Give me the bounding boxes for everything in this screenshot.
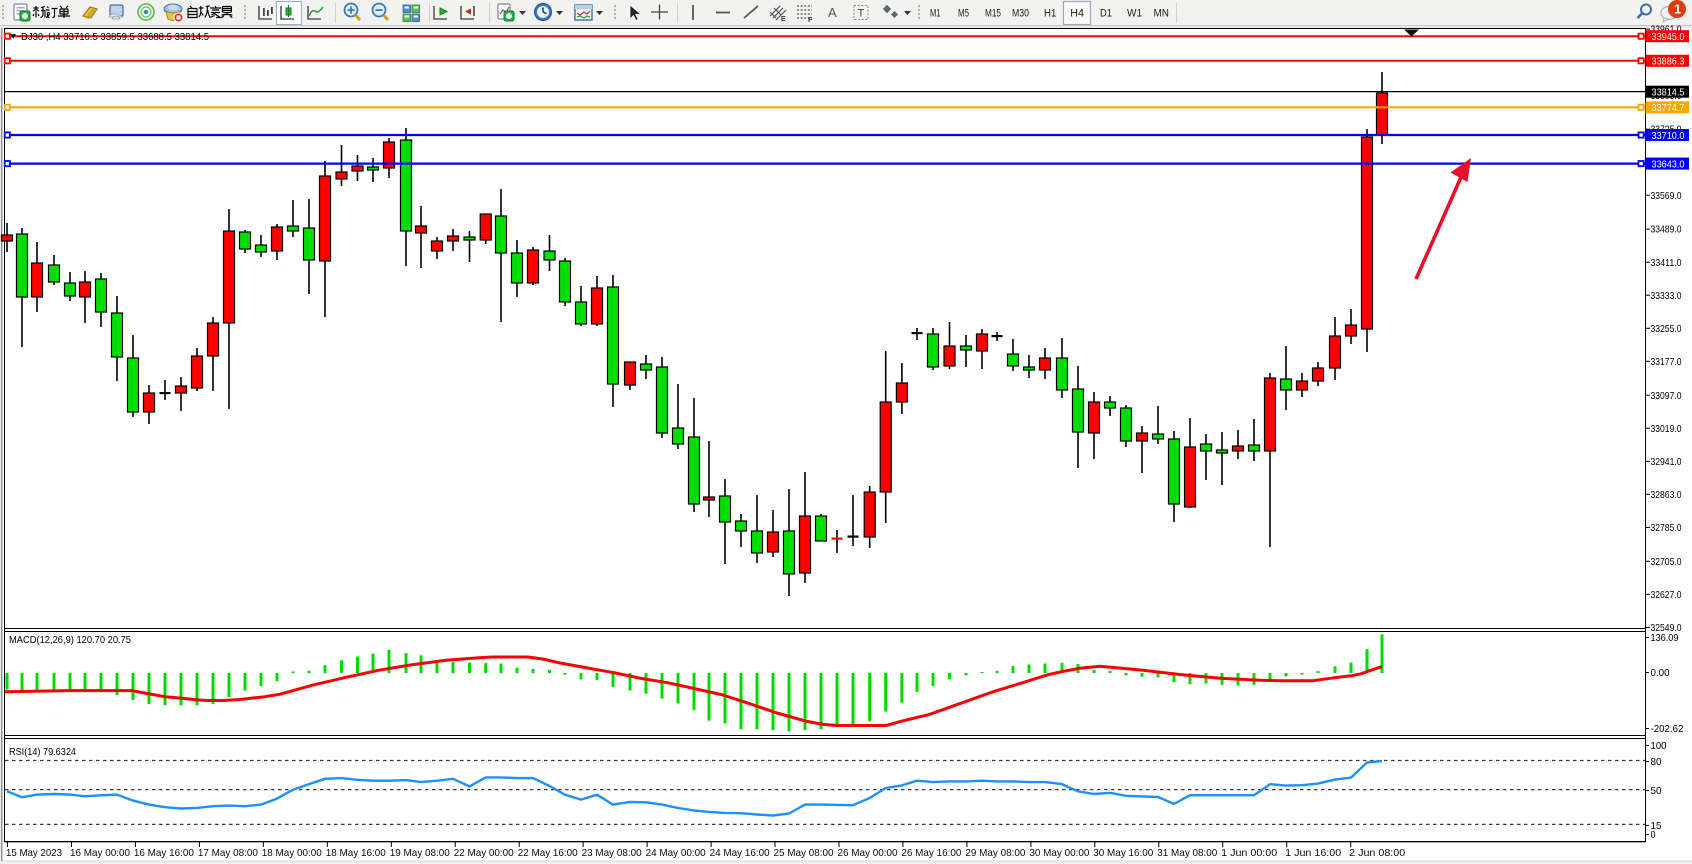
- svg-text:33886.3: 33886.3: [1652, 56, 1685, 68]
- svg-text:1 Jun 16:00: 1 Jun 16:00: [1285, 848, 1341, 859]
- svg-text:16 May 00:00: 16 May 00:00: [70, 848, 130, 859]
- svg-text:18 May 00:00: 18 May 00:00: [262, 848, 322, 859]
- svg-text:29 May 08:00: 29 May 08:00: [965, 848, 1025, 859]
- svg-text:32863.0: 32863.0: [1651, 489, 1682, 501]
- svg-text:32705.0: 32705.0: [1651, 556, 1682, 568]
- svg-text:D1: D1: [1100, 8, 1112, 20]
- svg-text:26 May 16:00: 26 May 16:00: [901, 848, 961, 859]
- svg-text:33489.0: 33489.0: [1651, 224, 1682, 236]
- svg-text:M1: M1: [930, 8, 941, 20]
- svg-text:DJ30 ,H4 33716.5 33859.5 33688: DJ30 ,H4 33716.5 33859.5 33688.5 33814.5: [21, 31, 209, 43]
- svg-text:RSI(14) 79.6324: RSI(14) 79.6324: [9, 746, 76, 758]
- svg-text:23 May 08:00: 23 May 08:00: [582, 848, 642, 859]
- svg-text:30 May 16:00: 30 May 16:00: [1093, 848, 1153, 859]
- svg-text:15 May 2023: 15 May 2023: [6, 848, 62, 859]
- svg-text:M15: M15: [985, 8, 1001, 20]
- svg-text:M5: M5: [958, 8, 969, 20]
- svg-text:33019.0: 33019.0: [1651, 423, 1682, 435]
- svg-text:50: 50: [1651, 785, 1662, 797]
- svg-text:33569.0: 33569.0: [1651, 190, 1682, 202]
- svg-text:-202.62: -202.62: [1651, 723, 1684, 735]
- svg-text:32941.0: 32941.0: [1651, 456, 1682, 468]
- svg-text:22 May 16:00: 22 May 16:00: [518, 848, 578, 859]
- svg-text:16 May 16:00: 16 May 16:00: [134, 848, 194, 859]
- svg-text:E: E: [781, 16, 786, 23]
- svg-text:MN: MN: [1154, 8, 1170, 20]
- svg-text:M30: M30: [1012, 8, 1029, 20]
- svg-text:1 Jun 00:00: 1 Jun 00:00: [1221, 848, 1277, 859]
- svg-text:136.09: 136.09: [1651, 632, 1679, 644]
- svg-text:33097.0: 33097.0: [1651, 390, 1682, 402]
- svg-text:26 May 00:00: 26 May 00:00: [838, 848, 898, 859]
- svg-text:MACD(12,26,9) 120.70 20.75: MACD(12,26,9) 120.70 20.75: [9, 634, 131, 646]
- svg-text:80: 80: [1651, 756, 1662, 768]
- svg-text:H1: H1: [1044, 8, 1056, 20]
- svg-text:19 May 08:00: 19 May 08:00: [390, 848, 450, 859]
- svg-text:A: A: [828, 5, 837, 20]
- svg-text:22 May 00:00: 22 May 00:00: [454, 848, 514, 859]
- svg-text:2 Jun 08:00: 2 Jun 08:00: [1349, 848, 1405, 859]
- svg-text:1: 1: [1674, 2, 1681, 17]
- svg-text:H4: H4: [1070, 8, 1084, 20]
- svg-text:33255.0: 33255.0: [1651, 323, 1682, 335]
- svg-text:33411.0: 33411.0: [1651, 257, 1682, 269]
- svg-text:33710.0: 33710.0: [1652, 130, 1685, 142]
- svg-text:32627.0: 32627.0: [1651, 589, 1682, 601]
- svg-text:33177.0: 33177.0: [1651, 356, 1682, 368]
- svg-text:24 May 00:00: 24 May 00:00: [646, 848, 706, 859]
- svg-text:F: F: [808, 17, 813, 24]
- svg-text:33814.5: 33814.5: [1652, 87, 1685, 99]
- svg-text:0.00: 0.00: [1651, 667, 1670, 679]
- svg-text:17 May 08:00: 17 May 08:00: [198, 848, 258, 859]
- svg-text:30 May 00:00: 30 May 00:00: [1029, 848, 1089, 859]
- svg-text:32549.0: 32549.0: [1651, 622, 1682, 634]
- svg-text:18 May 16:00: 18 May 16:00: [326, 848, 386, 859]
- svg-text:33945.0: 33945.0: [1652, 31, 1685, 43]
- svg-text:0: 0: [1651, 829, 1656, 841]
- svg-text:100: 100: [1651, 740, 1667, 752]
- svg-text:33333.0: 33333.0: [1651, 290, 1682, 302]
- svg-text:24 May 16:00: 24 May 16:00: [710, 848, 770, 859]
- svg-text:25 May 08:00: 25 May 08:00: [774, 848, 834, 859]
- svg-text:T: T: [858, 8, 865, 20]
- svg-text:33643.0: 33643.0: [1652, 158, 1685, 170]
- svg-text:W1: W1: [1127, 8, 1142, 20]
- svg-text:33774.7: 33774.7: [1652, 102, 1685, 114]
- svg-text:15: 15: [1651, 820, 1662, 832]
- svg-text:31 May 08:00: 31 May 08:00: [1157, 848, 1217, 859]
- svg-text:32785.0: 32785.0: [1651, 522, 1682, 534]
